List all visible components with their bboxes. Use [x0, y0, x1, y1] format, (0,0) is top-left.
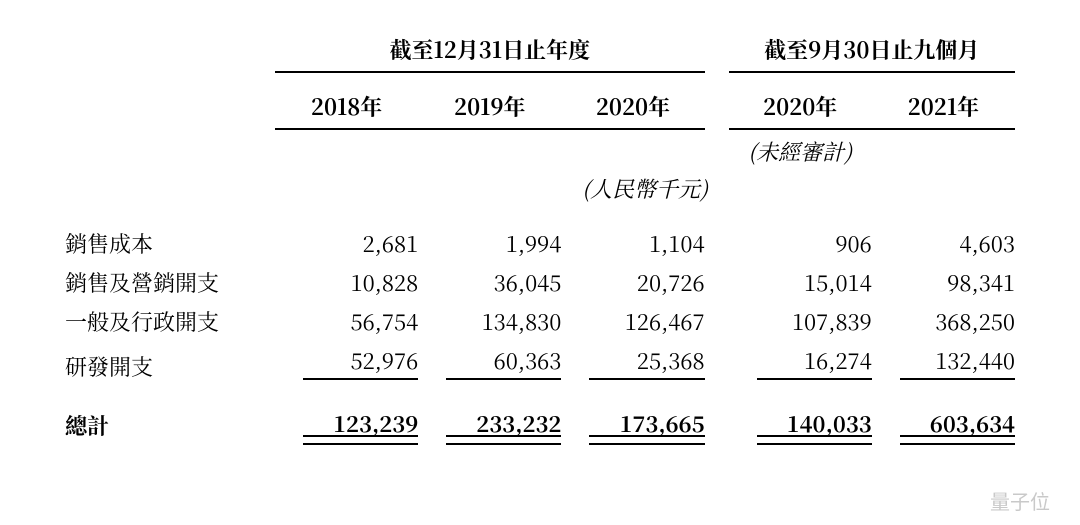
- period-header-row: 截至12月31日止年度 截至9月30日止九個月: [65, 30, 1015, 72]
- row-label: 研發開支: [65, 341, 275, 386]
- cell: 2,681: [275, 224, 418, 263]
- total-label: 總計: [65, 386, 275, 445]
- currency-note: (人民幣千元): [275, 171, 1015, 224]
- cell: 25,368: [589, 345, 704, 380]
- period-nine-header: 截至9月30日止九個月: [729, 30, 1015, 72]
- cell: 1,994: [418, 224, 561, 263]
- cell: 906: [729, 224, 872, 263]
- cell: 1,104: [561, 224, 704, 263]
- cell: 132,440: [900, 345, 1015, 380]
- total-cell: 233,232: [446, 408, 561, 441]
- cell: 98,341: [872, 263, 1015, 302]
- row-label: 銷售成本: [65, 224, 275, 263]
- unaudited-note-row: (未經審計): [65, 129, 1015, 171]
- col-nine-2021: 2021年: [872, 81, 1015, 129]
- currency-note-row: (人民幣千元): [65, 171, 1015, 224]
- cell: 36,045: [418, 263, 561, 302]
- cell: 126,467: [561, 302, 704, 341]
- table-row: 銷售成本 2,681 1,994 1,104 906 4,603: [65, 224, 1015, 263]
- cell: 56,754: [275, 302, 418, 341]
- cell: 16,274: [757, 345, 872, 380]
- col-2018: 2018年: [275, 81, 418, 129]
- col-nine-2020: 2020年: [729, 81, 872, 129]
- period-annual-header: 截至12月31日止年度: [275, 30, 705, 72]
- row-label: 銷售及營銷開支: [65, 263, 275, 302]
- cell: 15,014: [729, 263, 872, 302]
- cell: 10,828: [275, 263, 418, 302]
- financial-table: 截至12月31日止年度 截至9月30日止九個月 2018年 2019年 2020…: [65, 30, 1015, 445]
- row-label: 一般及行政開支: [65, 302, 275, 341]
- table-row: 銷售及營銷開支 10,828 36,045 20,726 15,014 98,3…: [65, 263, 1015, 302]
- cell: 107,839: [729, 302, 872, 341]
- table-row: 研發開支 52,976 60,363 25,368 16,274 132,440: [65, 341, 1015, 386]
- table-row: 一般及行政開支 56,754 134,830 126,467 107,839 3…: [65, 302, 1015, 341]
- year-header-row: 2018年 2019年 2020年 2020年 2021年: [65, 81, 1015, 129]
- cell: 52,976: [303, 345, 418, 380]
- col-2020: 2020年: [561, 81, 704, 129]
- unaudited-note: (未經審計): [729, 129, 872, 171]
- cell: 4,603: [872, 224, 1015, 263]
- total-cell: 123,239: [303, 408, 418, 441]
- col-2019: 2019年: [418, 81, 561, 129]
- cell: 134,830: [418, 302, 561, 341]
- cell: 60,363: [446, 345, 561, 380]
- cell: 368,250: [872, 302, 1015, 341]
- total-cell: 603,634: [900, 408, 1015, 441]
- watermark-text: 量子位: [990, 486, 1050, 515]
- total-cell: 173,665: [589, 408, 704, 441]
- cell: 20,726: [561, 263, 704, 302]
- total-cell: 140,033: [757, 408, 872, 441]
- total-row: 總計 123,239 233,232 173,665 140,033 603,6…: [65, 386, 1015, 445]
